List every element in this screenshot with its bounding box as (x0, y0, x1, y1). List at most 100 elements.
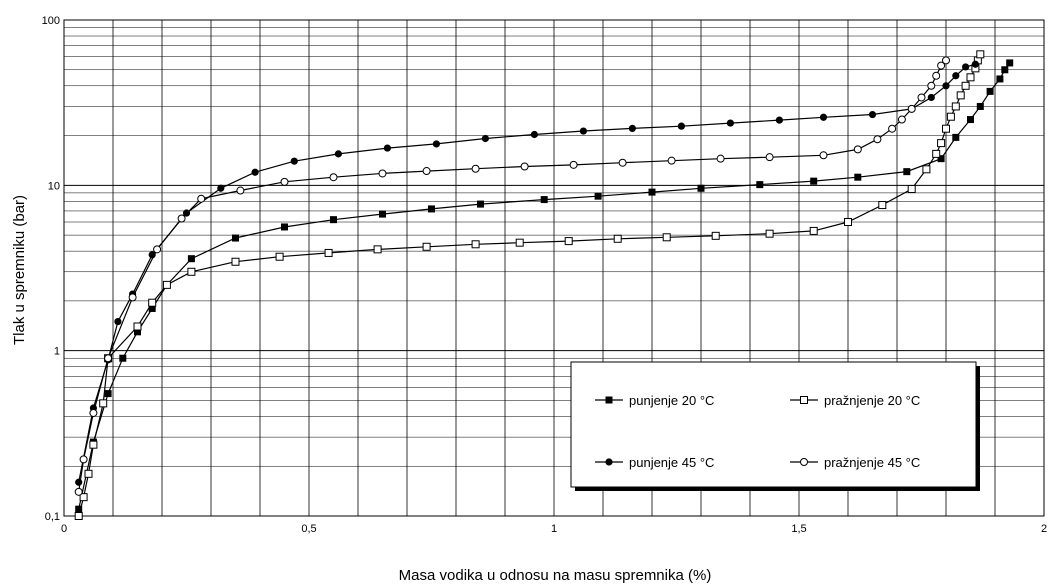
data-point (232, 234, 239, 242)
data-point (89, 440, 98, 449)
data-point (917, 93, 926, 102)
data-point (477, 200, 484, 208)
data-point (937, 139, 946, 148)
legend-marker (605, 396, 613, 404)
data-point (648, 188, 656, 196)
x-tick-label: 2 (1041, 523, 1047, 535)
data-point (89, 408, 98, 417)
data-point (937, 155, 945, 163)
y-tick-label: 1 (54, 346, 60, 358)
data-point (809, 226, 818, 235)
data-point (937, 61, 946, 70)
data-point (275, 252, 284, 261)
x-tick-label: 0 (61, 523, 67, 535)
data-point (432, 140, 440, 148)
legend-marker (800, 396, 808, 404)
x-tick-label: 1,5 (791, 523, 806, 535)
data-point (1001, 66, 1009, 74)
data-point (280, 177, 289, 186)
legend-entry: punjenje 45 °C (595, 455, 714, 470)
data-point (74, 487, 83, 496)
data-point (810, 177, 818, 185)
data-point (942, 82, 950, 90)
data-point (74, 512, 83, 520)
data-point (961, 81, 970, 90)
data-point (618, 158, 627, 167)
data-point (962, 63, 970, 71)
data-point (903, 168, 911, 176)
data-point (996, 75, 1004, 83)
data-point (530, 130, 539, 139)
data-point (281, 223, 288, 231)
data-point (148, 298, 157, 307)
data-point (878, 201, 887, 210)
data-point (951, 102, 960, 111)
data-point (330, 216, 337, 224)
data-point (133, 322, 142, 331)
legend-marker (605, 458, 613, 466)
data-point (844, 218, 852, 227)
plot-area (63, 19, 1045, 517)
data-point (775, 116, 784, 124)
data-point (594, 192, 602, 200)
data-point (662, 233, 671, 242)
data-point (971, 60, 980, 68)
y-tick-label: 10 (48, 180, 60, 192)
data-point (471, 240, 480, 249)
data-point (628, 124, 637, 132)
data-point (324, 248, 333, 257)
data-point (84, 469, 93, 478)
data-point (942, 56, 950, 65)
data-point (907, 185, 916, 194)
legend-marker (800, 458, 808, 466)
data-point (471, 164, 480, 173)
data-point (613, 234, 622, 243)
legend-entry: pražnjenje 20 °C (790, 393, 920, 408)
data-point (422, 167, 431, 176)
data-point (187, 255, 195, 263)
data-point (79, 493, 88, 502)
data-point (520, 162, 529, 171)
y-tick-label: 0,1 (45, 511, 60, 523)
legend-entry: punjenje 20 °C (595, 393, 714, 408)
data-point (854, 173, 862, 181)
data-point (819, 113, 828, 121)
data-point (1006, 59, 1014, 67)
series-line (78, 63, 976, 483)
data-point (79, 455, 88, 464)
data-point (765, 229, 774, 238)
data-point (564, 237, 573, 246)
x-tick-label: 1 (551, 523, 557, 535)
data-point (334, 150, 342, 158)
data-point (711, 231, 720, 240)
data-point (966, 73, 975, 82)
data-point (231, 257, 240, 266)
data-point (976, 50, 985, 59)
series-1 (75, 59, 1014, 513)
data-point (697, 184, 705, 192)
data-point (569, 160, 578, 169)
data-point (114, 317, 122, 326)
legend-entry: pražnjenje 45 °C (790, 455, 920, 470)
data-point (383, 144, 391, 152)
legend-label: punjenje 20 °C (629, 393, 714, 408)
data-point (515, 238, 524, 247)
series-4 (74, 56, 950, 496)
data-point (481, 134, 489, 143)
data-point (378, 169, 387, 178)
data-point (952, 133, 960, 141)
data-point (187, 267, 196, 276)
data-point (986, 87, 994, 95)
data-point (99, 399, 108, 408)
data-point (379, 210, 386, 218)
data-point (290, 157, 298, 165)
data-point (756, 181, 764, 189)
data-point (932, 71, 941, 80)
series-layer (74, 50, 1014, 520)
data-point (119, 354, 127, 362)
data-point (128, 293, 137, 302)
data-point (329, 173, 338, 182)
y-axis-title: Tlak u spremniku (bar) (11, 195, 28, 345)
